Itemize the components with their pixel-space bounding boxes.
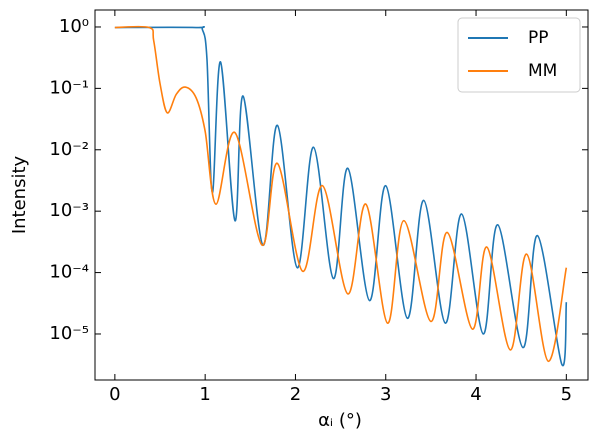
y-tick-label: 10⁻⁴ — [49, 262, 89, 283]
y-tick-label: 10⁻⁵ — [49, 323, 89, 344]
plot-frame — [94, 9, 589, 381]
y-tick-label: 10⁻² — [49, 139, 89, 160]
x-tick-label: 3 — [380, 384, 391, 405]
x-axis-label: αᵢ (°) — [318, 410, 362, 431]
x-tick-label: 2 — [290, 384, 301, 405]
x-tick-label: 5 — [561, 384, 572, 405]
line-series — [114, 26, 568, 367]
y-axis-label: Intensity — [9, 155, 30, 234]
x-tick-label: 1 — [199, 384, 210, 405]
x-tick-label: 0 — [109, 384, 120, 405]
y-tick-label: 10⁻³ — [49, 200, 89, 221]
legend-label: PP — [528, 28, 549, 48]
legend-box — [457, 17, 581, 93]
y-tick-label: 10⁰ — [59, 16, 89, 37]
legend-label: MM — [528, 61, 557, 81]
line-series — [114, 25, 568, 363]
x-tick-label: 4 — [470, 384, 481, 405]
y-tick-label: 10⁻¹ — [49, 77, 89, 98]
